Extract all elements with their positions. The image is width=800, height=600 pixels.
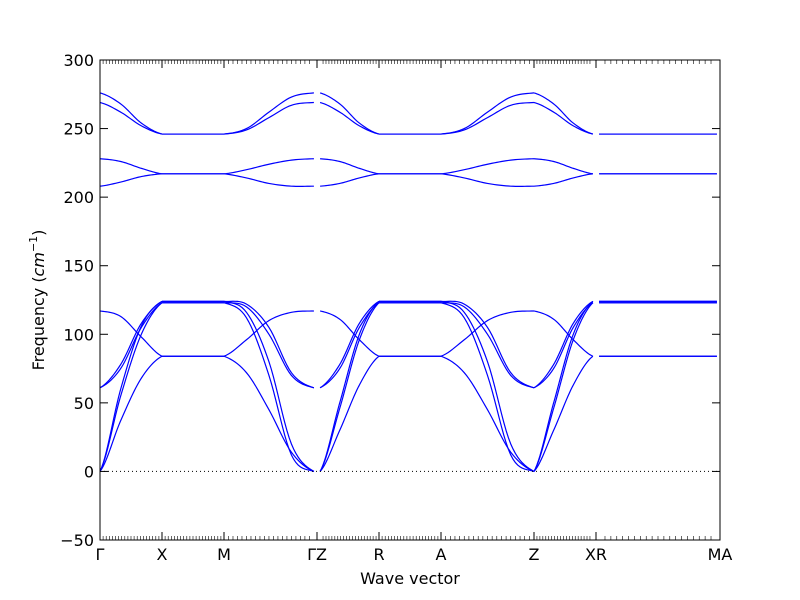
- band-Z-R-0: [319, 300, 380, 472]
- y-tick-label: 200: [63, 188, 94, 207]
- band-Z-R-5: [319, 302, 380, 389]
- band-A-Z-2: [440, 355, 535, 472]
- y-tick-label: 100: [63, 325, 94, 344]
- x-tick-label: MA: [708, 545, 733, 564]
- band-Z-X-9: [533, 92, 594, 135]
- band-Z-R-2: [319, 355, 380, 472]
- y-axis-label-prefix: Frequency (: [29, 276, 48, 370]
- band-M-Γ-9: [223, 101, 314, 135]
- y-tick-label: 50: [74, 394, 94, 413]
- phonon-bands: [100, 92, 717, 473]
- y-tick-label: 150: [63, 257, 94, 276]
- band-A-Z-6: [440, 158, 535, 175]
- band-M-Γ-4: [223, 300, 315, 389]
- band-Γ-X-4: [100, 300, 163, 389]
- y-tick-label: −50: [60, 531, 94, 550]
- band-M-Γ-7: [223, 173, 314, 187]
- x-tick-label: A: [436, 545, 447, 564]
- band-Z-X-7: [533, 158, 593, 175]
- band-A-Z-0: [440, 300, 535, 472]
- band-Z-R-1: [319, 302, 380, 472]
- band-Γ-X-0: [100, 300, 163, 472]
- band-Z-X-5: [533, 302, 594, 389]
- x-tick-label: Z: [529, 545, 540, 564]
- y-tick-label: 0: [84, 462, 94, 481]
- band-A-Z-1: [440, 302, 535, 473]
- x-tick-label: R: [373, 545, 384, 564]
- band-Γ-X-8: [100, 101, 163, 135]
- band-Γ-X-2: [100, 355, 163, 472]
- band-M-Γ-1: [223, 302, 315, 473]
- x-tick-label: Γ: [96, 545, 105, 564]
- band-Z-X-0: [533, 300, 594, 472]
- band-Z-R-8: [319, 101, 380, 135]
- band-Z-X-1: [533, 302, 594, 472]
- band-M-Γ-2: [223, 355, 315, 472]
- band-Z-R-7: [320, 158, 380, 175]
- plot-frame: [99, 59, 721, 541]
- band-A-Z-5: [440, 302, 535, 389]
- band-A-Z-8: [440, 92, 535, 135]
- x-tick-label: M: [217, 545, 231, 564]
- band-A-Z-3: [440, 310, 535, 357]
- band-A-Z-4: [440, 300, 535, 389]
- band-Z-R-9: [319, 92, 380, 135]
- band-M-Γ-0: [223, 300, 315, 472]
- y-axis-label-unit: cm: [29, 252, 48, 276]
- band-Γ-X-3: [100, 310, 163, 357]
- y-tick-label: 250: [63, 120, 94, 139]
- band-Z-R-4: [319, 300, 380, 389]
- x-tick-label: ΓZ: [307, 545, 327, 564]
- band-Z-X-3: [533, 310, 594, 357]
- y-axis-label: Frequency (cm−1): [27, 230, 48, 371]
- band-Z-X-6: [533, 173, 593, 187]
- band-A-Z-9: [440, 101, 535, 135]
- y-axis-label-exponent: −1: [27, 236, 40, 252]
- band-Z-X-4: [533, 300, 594, 389]
- y-tick-label: 300: [63, 51, 94, 70]
- band-M-Γ-3: [223, 310, 314, 357]
- x-axis-minor-ticks: [102, 60, 712, 540]
- y-axis-label-suffix: ): [29, 230, 48, 236]
- band-Z-X-2: [533, 355, 594, 472]
- band-M-Γ-5: [223, 302, 315, 389]
- band-A-Z-7: [440, 173, 535, 187]
- band-Γ-X-6: [100, 173, 163, 187]
- band-M-Γ-6: [223, 158, 314, 175]
- y-axis-ticks: −50 0 50 100 150 200 250 300: [60, 51, 720, 550]
- band-Z-R-3: [319, 310, 380, 357]
- x-tick-label: XR: [585, 545, 607, 564]
- band-Γ-X-1: [100, 302, 163, 472]
- x-tick-label: X: [157, 545, 168, 564]
- band-Γ-X-9: [100, 92, 163, 135]
- band-Z-R-6: [320, 173, 380, 187]
- x-axis-ticks: Γ X M ΓZ R A Z XR MA: [96, 60, 733, 564]
- band-Z-X-8: [533, 101, 594, 135]
- band-Γ-X-7: [100, 158, 163, 175]
- x-axis-label: Wave vector: [360, 569, 460, 588]
- band-M-Γ-8: [223, 92, 314, 135]
- band-Γ-X-5: [100, 302, 163, 389]
